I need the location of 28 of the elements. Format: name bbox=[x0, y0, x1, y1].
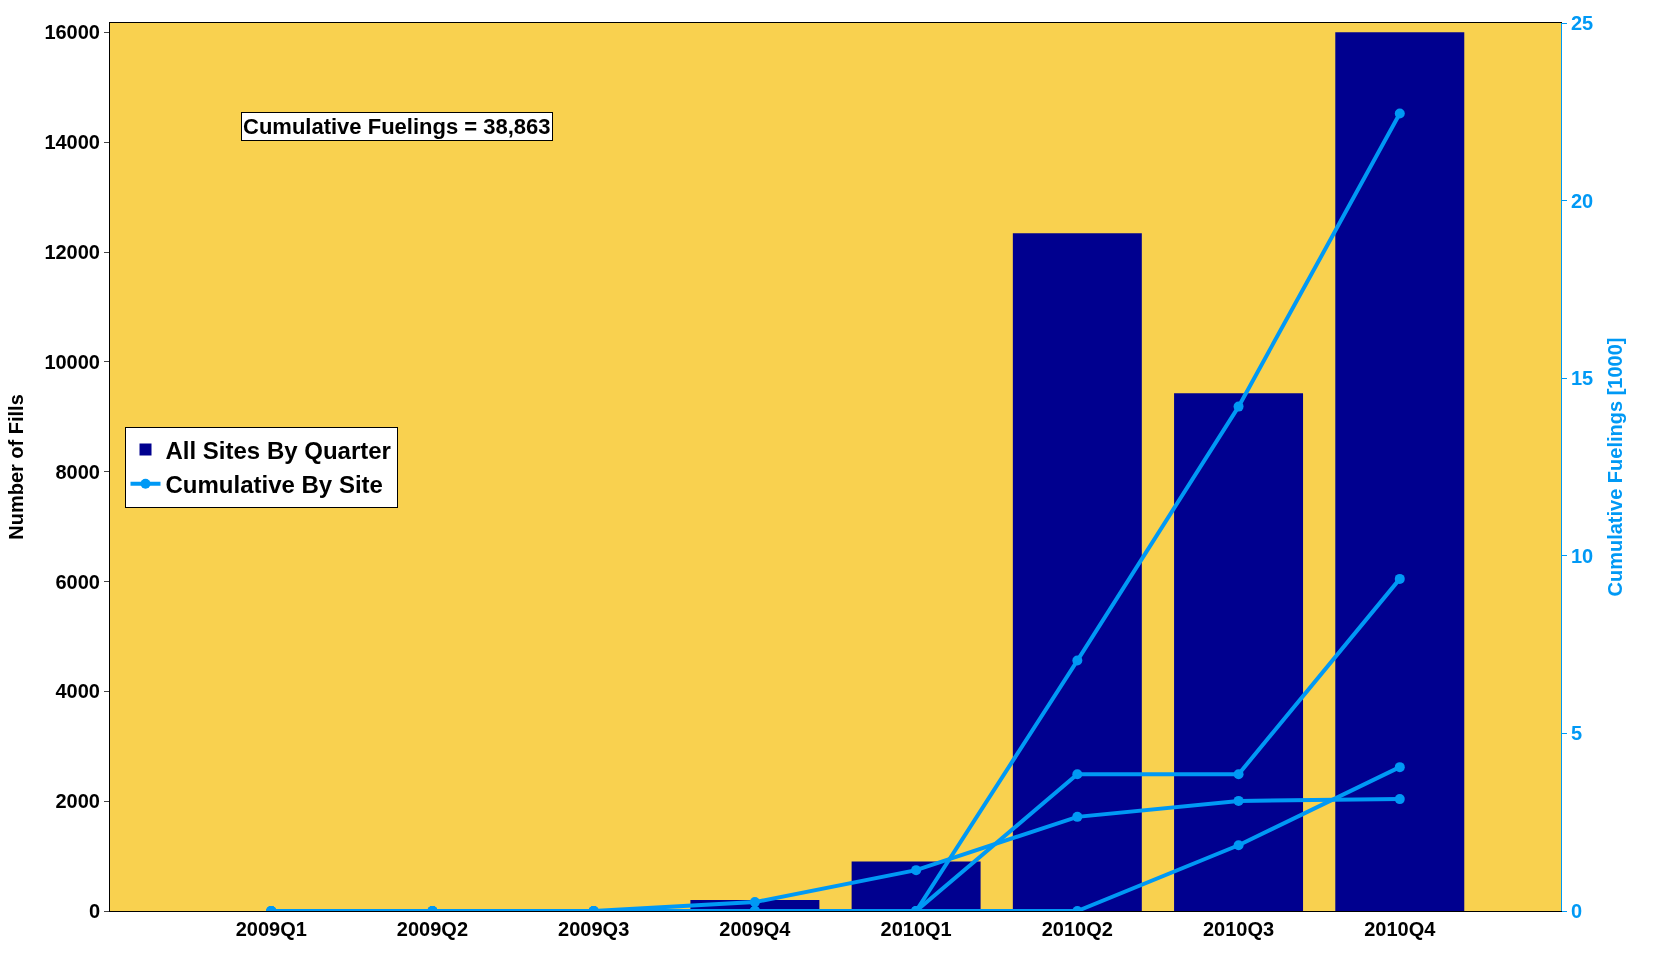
y2-tick-label: 0 bbox=[1571, 900, 1583, 922]
x-tick-label: 2010Q3 bbox=[1202, 918, 1275, 940]
y-tick-label: 2000 bbox=[55, 790, 100, 813]
y-tick-label: 12000 bbox=[44, 241, 100, 263]
x-tick-label: 2009Q2 bbox=[396, 918, 469, 940]
y2-tick-label: 10 bbox=[1571, 544, 1594, 567]
y-tick-label: 8000 bbox=[55, 460, 100, 483]
y-tick-label: 6000 bbox=[55, 570, 100, 593]
x-tick-label: 2009Q4 bbox=[719, 918, 792, 940]
legend-label: All Sites By Quarter bbox=[165, 436, 391, 464]
y2-tick-label: 15 bbox=[1571, 367, 1594, 390]
annotation: Cumulative Fuelings = 38,863 bbox=[243, 114, 551, 139]
y2-tick-label: 25 bbox=[1571, 12, 1594, 34]
y-tick-label: 0 bbox=[88, 900, 100, 922]
y-tick-label: 16000 bbox=[44, 21, 100, 44]
x-tick-label: 2010Q2 bbox=[1041, 918, 1113, 940]
x-tick-label: 2010Q4 bbox=[1364, 918, 1437, 940]
y2-tick-label: 20 bbox=[1571, 189, 1594, 212]
y-tick-label: 10000 bbox=[44, 350, 100, 373]
y-tick-label: 14000 bbox=[44, 131, 100, 154]
x-tick-label: 2009Q3 bbox=[558, 918, 630, 940]
y-axis-title: Number of Fills bbox=[4, 394, 27, 540]
x-tick-label: 2010Q1 bbox=[880, 918, 952, 940]
x-tick-label: 2009Q1 bbox=[235, 918, 307, 940]
y-tick-label: 4000 bbox=[55, 680, 100, 703]
y2-tick-label: 5 bbox=[1571, 722, 1583, 745]
y2-axis-title: Cumulative Fuelings [1000] bbox=[1603, 337, 1626, 597]
legend-label: Cumulative By Site bbox=[165, 471, 383, 499]
